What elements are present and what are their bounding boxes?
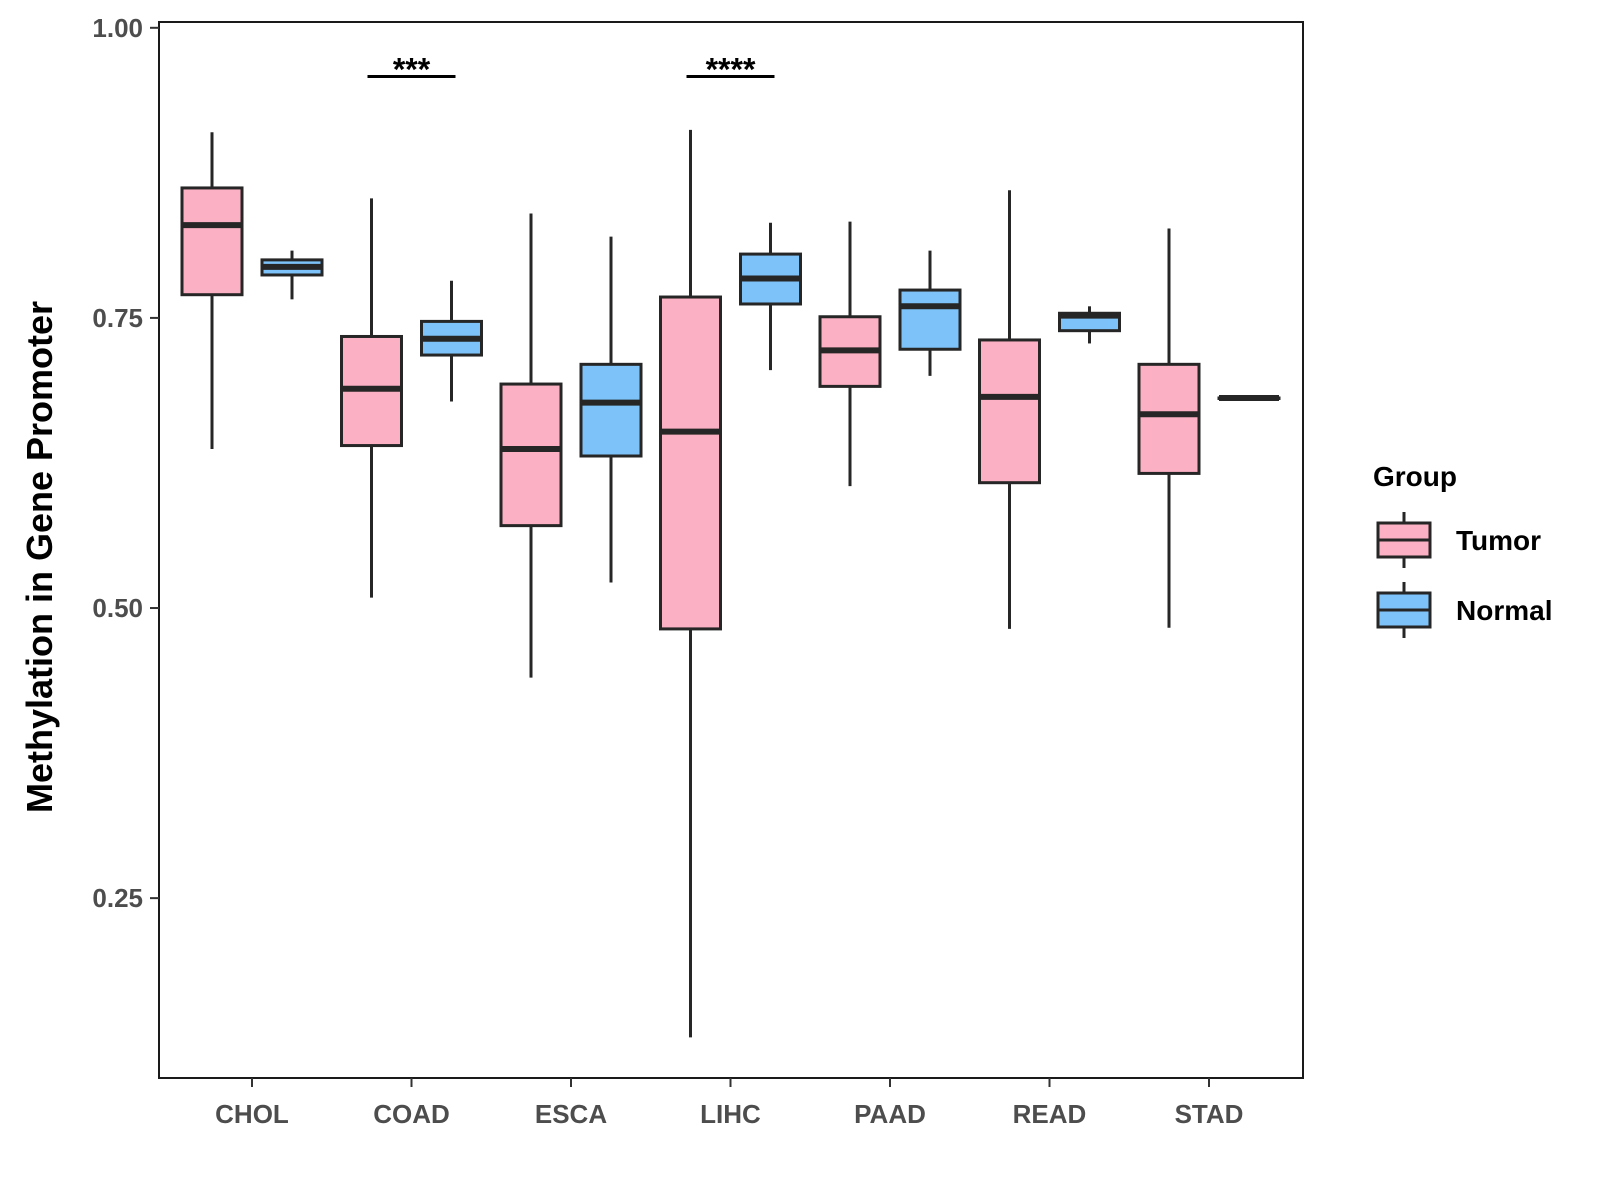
legend: Group Tumor Normal — [1373, 461, 1552, 638]
box-normal-lihc — [739, 222, 802, 371]
box-tumor-coad — [340, 198, 403, 598]
box-tumor-lihc — [659, 129, 722, 1038]
significance-label: *** — [393, 52, 431, 88]
box-tumor-paad — [818, 221, 882, 487]
y-tick-label: 0.75 — [92, 303, 143, 333]
box-body — [499, 382, 563, 528]
y-tick-label: 0.50 — [92, 593, 143, 623]
legend-item-tumor: Tumor — [1376, 512, 1541, 568]
significance-coad: *** — [367, 52, 456, 88]
y-axis: 0.25 0.50 0.75 1.00 — [92, 13, 159, 913]
x-tick-label: STAD — [1175, 1099, 1244, 1129]
x-tick-label: LIHC — [700, 1099, 761, 1129]
legend-label: Normal — [1456, 595, 1552, 626]
significance-label: **** — [706, 52, 756, 88]
box-normal-read — [1058, 306, 1121, 344]
y-tick-label: 0.25 — [92, 883, 143, 913]
box-body — [978, 338, 1041, 485]
box-tumor-read — [978, 190, 1041, 629]
box-normal-chol — [260, 250, 324, 300]
box-normal-paad — [898, 250, 962, 376]
legend-item-normal: Normal — [1376, 582, 1552, 638]
significance-annotations: *** **** — [367, 52, 775, 88]
x-tick-label: CHOL — [215, 1099, 289, 1129]
box-normal-stad — [1217, 394, 1281, 401]
x-tick-label: COAD — [373, 1099, 450, 1129]
legend-title: Group — [1373, 461, 1457, 492]
y-axis-title: Methylation in Gene Promoter — [19, 301, 60, 813]
box-body — [659, 295, 722, 631]
box-tumor-stad — [1137, 228, 1201, 628]
legend-label: Tumor — [1456, 525, 1541, 556]
box-tumor-esca — [499, 213, 563, 678]
box-normal-coad — [420, 280, 483, 402]
x-tick-label: READ — [1013, 1099, 1087, 1129]
box-tumor-chol — [180, 132, 244, 450]
x-tick-label: PAAD — [854, 1099, 926, 1129]
boxes-layer — [180, 129, 1281, 1038]
plot-border — [158, 21, 1304, 1079]
box-body — [180, 186, 244, 297]
box-body — [898, 288, 962, 351]
x-axis: CHOL COAD ESCA LIHC PAAD READ STAD — [215, 1078, 1243, 1129]
box-normal-esca — [579, 236, 643, 583]
plot-panel — [158, 21, 1304, 1079]
box-body — [579, 362, 643, 458]
significance-lihc: **** — [686, 52, 775, 88]
legend-items: Tumor Normal — [1376, 512, 1552, 638]
x-tick-label: ESCA — [535, 1099, 607, 1129]
box-body — [1137, 362, 1201, 475]
y-tick-label: 1.00 — [92, 13, 143, 43]
